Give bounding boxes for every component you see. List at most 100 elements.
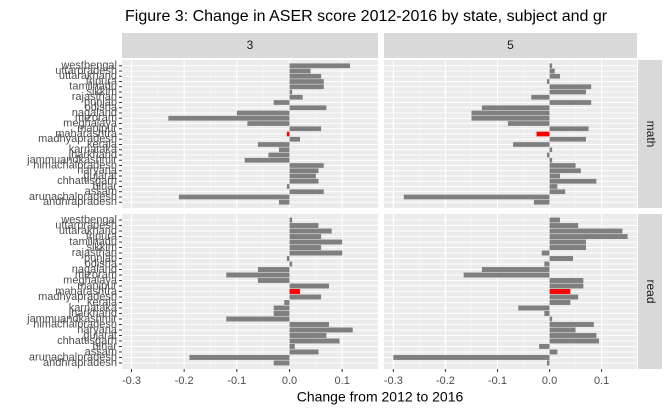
x-axis-title: Change from 2012 to 2016 [297,389,464,405]
bar [549,223,579,229]
bar [549,283,584,289]
y-tick-label: jammuandkashmir [26,154,117,166]
strip-label: 5 [507,38,514,52]
bar [549,100,592,105]
y-tick-label: jharkhand [68,149,117,161]
bar [471,115,550,121]
y-tick-label: assam [85,186,117,198]
y-tick-label: uttarakhand [59,225,117,237]
y-tick-label: westbengal [60,214,117,226]
bar [549,322,594,327]
y-tick-label: himachalpradesh [33,159,117,171]
y-tick-label: punjab [84,252,117,264]
y-tick-label: chhattisgarh [57,335,117,347]
y-tick-label: karnataka [69,302,118,314]
bar [289,168,319,174]
bar [257,267,290,272]
bar [236,110,290,116]
bar [549,173,560,179]
strip [638,214,662,369]
y-tick-label: chhattisgarh [57,175,117,187]
bar [286,184,290,189]
bar [278,147,290,153]
x-tick-label: -0.2 [175,375,194,387]
bar [549,338,599,344]
bar [289,223,319,229]
y-tick-label: tamilnadu [69,81,117,93]
y-tick-label: tripura [86,75,118,87]
y-tick-label: sikkim [86,86,117,98]
bar [289,234,322,240]
bar [289,79,324,84]
bar [273,305,290,311]
bar [549,327,576,333]
x-tick-label: 0.0 [542,375,557,387]
y-tick-label: madhyapradesh [38,291,117,303]
bar [549,136,586,142]
bar [289,105,327,111]
y-tick-label: manipur [77,123,117,135]
bar [289,250,343,256]
bar [289,73,322,79]
bar [549,349,558,355]
x-tick-label: -0.1 [227,375,246,387]
y-tick-label: assam [85,346,117,358]
y-tick-label: haryana [77,324,118,336]
y-tick-label: rajasthan [72,247,117,259]
y-tick-label: mizoram [75,269,117,281]
bar [189,354,290,360]
bar [481,105,550,111]
y-tick-label: meghalaya [63,274,118,286]
bar [549,63,553,69]
y-tick-label: himachalpradesh [33,318,117,330]
bar [289,63,351,69]
y-tick-label: bihar [93,340,118,352]
bar [549,234,628,240]
bar [546,152,550,158]
bar [539,343,550,349]
y-tick-label: nagaland [72,263,117,275]
bar [549,245,586,251]
bar [284,300,290,305]
bar [289,327,353,333]
y-tick-label: arunachalpradesh [29,191,117,203]
bar [244,157,290,163]
bar [544,261,550,267]
strip-label: read [644,279,658,303]
bar [403,194,550,200]
bar [549,147,553,153]
bar [289,163,324,168]
y-tick-label: meghalaya [63,117,118,129]
y-tick-label: bihar [93,180,118,192]
bar [226,316,290,322]
bar [481,267,550,272]
strip-label: 3 [247,38,254,52]
y-tick-label: westbengal [60,60,117,72]
bar [549,228,623,234]
y-tick-label: karnataka [69,144,118,156]
bar [549,168,581,174]
bar [289,228,332,234]
bar [549,300,571,305]
bar [549,278,584,283]
bar [546,360,550,366]
bar [549,316,553,322]
bar [289,68,311,74]
bar [513,142,550,147]
y-tick-label: rajasthan [72,91,117,103]
y-tick-label: madhyapradesh [38,133,117,145]
bar [531,94,550,100]
strip [384,33,637,58]
bar [463,272,550,278]
x-tick-label: -0.3 [122,375,141,387]
y-tick-label: kerala [87,138,118,150]
bar [289,173,316,179]
bar [247,121,290,126]
bar [507,121,550,126]
bar [549,256,573,261]
y-tick-label: jharkhand [68,307,117,319]
x-tick-label: -0.2 [436,375,455,387]
bar [289,94,303,100]
bar [289,189,324,195]
